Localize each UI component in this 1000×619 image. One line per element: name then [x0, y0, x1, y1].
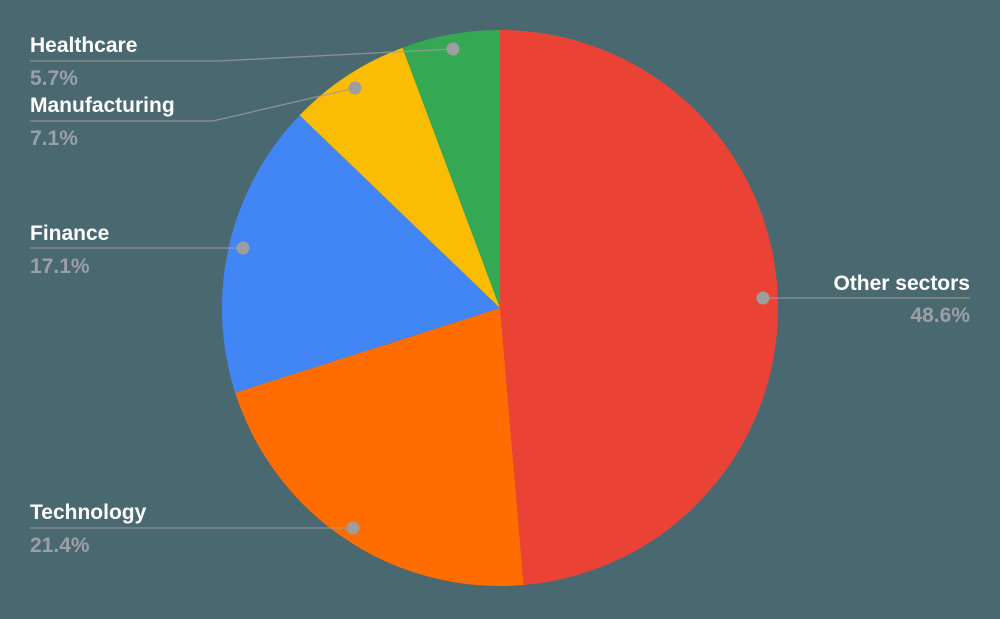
pie-label-other-sectors: Other sectors — [833, 272, 970, 295]
pie-slice-healthcare[interactable] — [402, 30, 501, 308]
pie-label-manufacturing: Manufacturing — [30, 94, 175, 117]
leader-line-healthcare — [30, 48, 454, 62]
pie-slice-manufacturing[interactable] — [299, 47, 500, 308]
pie-label-technology-pct: 21.4% — [30, 534, 90, 557]
pie-label-healthcare-pct: 5.7% — [30, 67, 78, 90]
pie-slice-technology[interactable] — [235, 308, 524, 587]
pie-slice-other-sectors[interactable] — [500, 29, 779, 585]
leader-dot-technology — [346, 521, 360, 535]
leader-dot-healthcare — [446, 42, 460, 56]
leader-dot-other-sectors — [756, 291, 770, 305]
leader-dot-manufacturing — [348, 81, 362, 95]
leader-dot-finance — [236, 241, 250, 255]
pie-label-manufacturing-pct: 7.1% — [30, 127, 78, 150]
pie-label-finance: Finance — [30, 222, 110, 245]
pie-label-healthcare: Healthcare — [30, 34, 138, 57]
pie-label-technology: Technology — [30, 501, 147, 524]
pie-label-finance-pct: 17.1% — [30, 255, 90, 278]
pie-slice-finance[interactable] — [221, 115, 500, 393]
leader-line-manufacturing — [30, 87, 356, 122]
pie-label-other-sectors-pct: 48.6% — [910, 304, 970, 327]
